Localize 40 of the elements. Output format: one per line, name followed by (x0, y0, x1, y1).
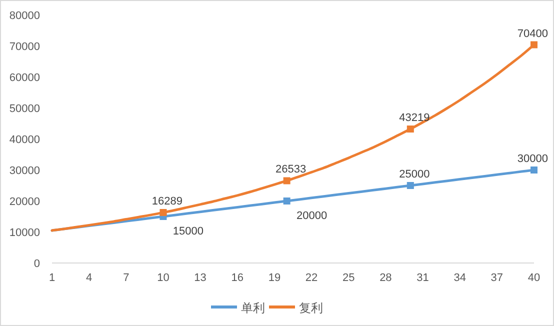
y-tick-label: 60000 (9, 72, 40, 84)
data-label: 43219 (399, 112, 430, 124)
x-tick-label: 10 (157, 272, 170, 284)
data-label: 70400 (517, 28, 548, 40)
point (530, 166, 538, 174)
y-tick-label: 70000 (9, 41, 40, 53)
point (406, 182, 414, 189)
x-tick-label: 4 (86, 272, 92, 284)
x-tick-label: 37 (490, 272, 504, 284)
data-label: 30000 (517, 153, 548, 165)
point (283, 177, 290, 184)
x-tick-label: 19 (268, 272, 281, 284)
point (283, 198, 290, 204)
data-label: 20000 (296, 210, 328, 222)
y-tick-label: 30000 (9, 165, 40, 177)
data-label: 15000 (172, 226, 204, 238)
y-tick-label: 20000 (9, 196, 40, 208)
x-tick-label: 31 (416, 272, 429, 284)
data-label: 25000 (399, 168, 430, 180)
y-tick-label: 50000 (9, 103, 40, 115)
legend-label: 单利 (241, 301, 265, 315)
x-tick-label: 25 (342, 272, 355, 284)
point (160, 209, 167, 216)
x-tick-label: 22 (305, 272, 318, 284)
y-tick-label: 0 (34, 258, 40, 270)
x-tick-label: 13 (194, 272, 206, 284)
data-label: 16289 (152, 196, 183, 208)
point (530, 41, 538, 48)
point (406, 126, 414, 133)
data-label: 26533 (276, 164, 306, 176)
x-tick-label: 1 (48, 272, 56, 284)
y-tick-label: 10000 (9, 227, 40, 239)
legend-label: 复利 (299, 301, 323, 315)
x-tick-label: 16 (231, 272, 244, 284)
y-tick-label: 80000 (9, 10, 40, 22)
x-tick-label: 7 (123, 272, 130, 284)
x-tick-label: 28 (380, 272, 392, 284)
y-tick-label: 40000 (9, 134, 40, 146)
x-tick-label: 34 (454, 272, 466, 284)
x-tick-label: 40 (528, 272, 540, 284)
